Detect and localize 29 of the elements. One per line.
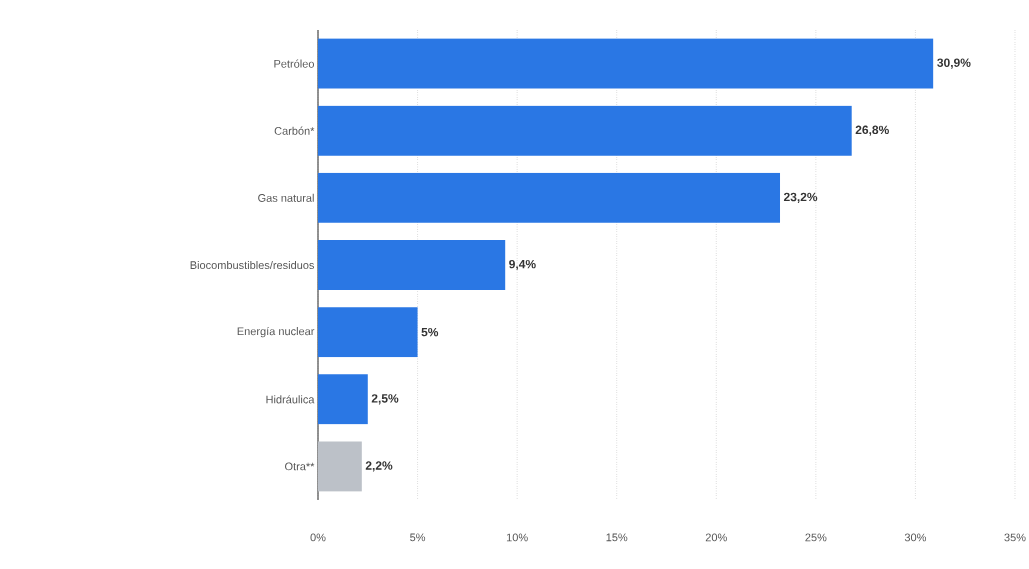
data-label: 2,5% — [371, 394, 399, 405]
data-label: 2,2% — [365, 461, 393, 472]
x-tick-label: 10% — [506, 533, 528, 542]
bar — [318, 307, 418, 358]
bar — [318, 374, 368, 425]
x-tick-label: 30% — [904, 533, 927, 542]
y-tick-label: Petróleo — [274, 59, 314, 68]
y-tick-label: Energía nuclear — [237, 326, 315, 338]
bar — [318, 240, 506, 290]
bar — [318, 105, 852, 156]
data-label: 30,9% — [937, 58, 971, 69]
bar — [318, 172, 781, 223]
y-tick-label: Biocombustibles/residuos — [190, 260, 315, 270]
data-label: 26,8% — [855, 125, 889, 136]
data-label: 9,4% — [509, 259, 536, 271]
x-tick-label: 0% — [310, 533, 326, 542]
y-tick-label: Hidráulica — [266, 395, 315, 404]
y-tick-label: Carbón* — [274, 126, 315, 135]
x-tick-label: 35% — [1004, 533, 1026, 542]
data-label: 5% — [421, 327, 439, 337]
bar — [318, 38, 934, 89]
data-label: 23,2% — [783, 192, 818, 203]
y-tick-label: Gas natural — [258, 193, 314, 202]
bar — [318, 441, 362, 492]
x-tick-label: 25% — [805, 533, 827, 542]
x-tick-label: 5% — [410, 533, 426, 542]
x-tick-label: 20% — [705, 533, 727, 542]
x-tick-label: 15% — [606, 533, 628, 542]
y-tick-label: Otra** — [285, 462, 315, 471]
